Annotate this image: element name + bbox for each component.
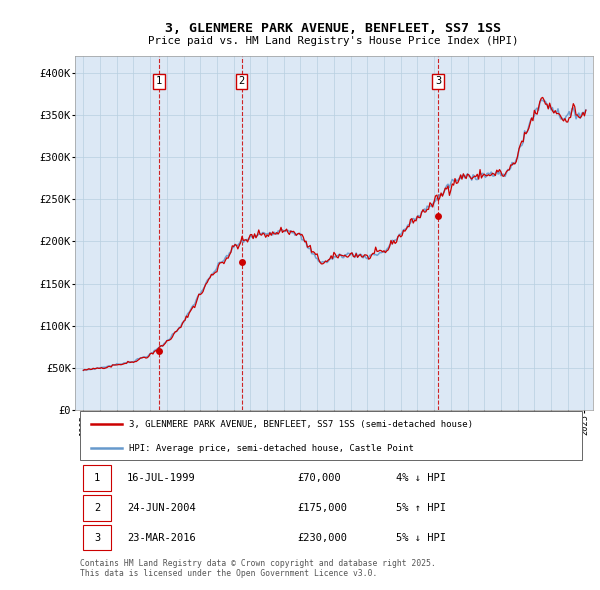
Text: 4% ↓ HPI: 4% ↓ HPI bbox=[396, 473, 446, 483]
Text: 1: 1 bbox=[94, 473, 100, 483]
Text: HPI: Average price, semi-detached house, Castle Point: HPI: Average price, semi-detached house,… bbox=[130, 444, 414, 453]
Text: 3, GLENMERE PARK AVENUE, BENFLEET, SS7 1SS (semi-detached house): 3, GLENMERE PARK AVENUE, BENFLEET, SS7 1… bbox=[130, 420, 473, 429]
FancyBboxPatch shape bbox=[80, 411, 583, 460]
Text: £230,000: £230,000 bbox=[298, 533, 347, 542]
FancyBboxPatch shape bbox=[83, 466, 111, 491]
Text: 23-MAR-2016: 23-MAR-2016 bbox=[127, 533, 196, 542]
Text: 3: 3 bbox=[435, 76, 441, 86]
Text: 2: 2 bbox=[239, 76, 245, 86]
Text: 16-JUL-1999: 16-JUL-1999 bbox=[127, 473, 196, 483]
Text: £175,000: £175,000 bbox=[298, 503, 347, 513]
Text: Contains HM Land Registry data © Crown copyright and database right 2025.
This d: Contains HM Land Registry data © Crown c… bbox=[80, 559, 436, 578]
Text: 3, GLENMERE PARK AVENUE, BENFLEET, SS7 1SS: 3, GLENMERE PARK AVENUE, BENFLEET, SS7 1… bbox=[165, 22, 501, 35]
Text: 2: 2 bbox=[94, 503, 100, 513]
FancyBboxPatch shape bbox=[83, 525, 111, 550]
Text: 5% ↑ HPI: 5% ↑ HPI bbox=[396, 503, 446, 513]
Text: 3: 3 bbox=[94, 533, 100, 542]
FancyBboxPatch shape bbox=[83, 495, 111, 521]
Text: 24-JUN-2004: 24-JUN-2004 bbox=[127, 503, 196, 513]
Text: 5% ↓ HPI: 5% ↓ HPI bbox=[396, 533, 446, 542]
Text: Price paid vs. HM Land Registry's House Price Index (HPI): Price paid vs. HM Land Registry's House … bbox=[148, 37, 518, 46]
Text: £70,000: £70,000 bbox=[298, 473, 341, 483]
Text: 1: 1 bbox=[156, 76, 163, 86]
